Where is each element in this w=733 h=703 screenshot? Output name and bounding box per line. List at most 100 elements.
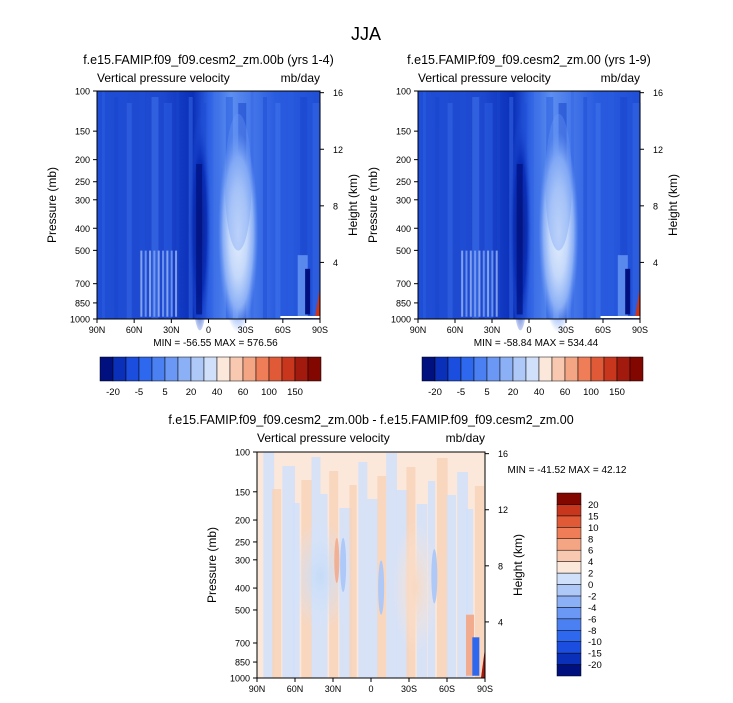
field-streak: [213, 91, 220, 319]
field-streak: [287, 91, 294, 319]
colorbar-swatch: [556, 549, 582, 562]
colorbar-label: -8: [588, 626, 596, 637]
subsidence-upper: [224, 113, 252, 251]
colorbar-swatch: [216, 356, 231, 382]
diff-band: [474, 486, 484, 678]
diff-band: [457, 472, 468, 678]
field-streak: [607, 91, 614, 319]
field-streak: [496, 91, 500, 319]
right-tick-label: 8: [333, 201, 338, 211]
diff-band: [447, 495, 456, 678]
colorbar-label: 40: [212, 387, 223, 398]
y-tick-label: 100: [396, 87, 411, 97]
panel-title: f.e15.FAMIP.f09_f09.cesm2_zm.00b - f.e15…: [168, 413, 573, 427]
lower-striation: [153, 250, 156, 317]
right-axis-title: Height (km): [511, 534, 525, 596]
lower-striation: [144, 250, 147, 317]
y-tick-label: 300: [235, 555, 250, 565]
colorbar-label: 100: [261, 387, 277, 398]
colorbar-swatch: [556, 607, 582, 620]
x-tick-label: 90N: [89, 325, 106, 335]
right-tick-label: 4: [653, 258, 658, 268]
colorbar-label: 20: [508, 387, 519, 398]
colorbar-label: -5: [457, 387, 465, 398]
lower-striation: [140, 250, 143, 317]
x-tick-label: 30S: [401, 684, 417, 694]
field-streak: [422, 91, 426, 319]
y-tick-label: 1000: [391, 315, 411, 325]
y-tick-label: 150: [396, 127, 411, 137]
min-max-stats: MIN = -41.52 MAX = 42.12: [508, 465, 627, 476]
y-tick-label: 700: [235, 638, 250, 648]
y-tick-label: 850: [235, 658, 250, 668]
colorbar-swatch: [255, 356, 270, 382]
y-tick-label: 700: [75, 279, 90, 289]
field-streak: [101, 91, 105, 319]
colorbar-label: 150: [609, 387, 625, 398]
colorbar-swatch: [556, 527, 582, 539]
colorbar-label: 8: [588, 534, 593, 545]
colorbar-label: -10: [588, 637, 602, 648]
colorbar-swatch: [556, 595, 582, 608]
y-tick-label: 1000: [70, 315, 90, 325]
diff-blob: [392, 519, 439, 656]
x-tick-label: 90N: [410, 325, 427, 335]
colorbar-swatch: [538, 356, 553, 382]
colorbar-swatch: [512, 356, 527, 382]
y-axis-title: Pressure (mb): [205, 527, 219, 603]
y-tick-label: 300: [75, 195, 90, 205]
colorbar-swatch: [603, 356, 618, 382]
colorbar-label: 150: [287, 387, 303, 398]
min-max-stats: MIN = -58.84 MAX = 534.44: [474, 338, 599, 349]
field-streak: [595, 103, 601, 319]
colorbar-swatch: [525, 356, 540, 382]
colorbar-label: 6: [588, 546, 593, 557]
diff-band: [367, 499, 378, 678]
right-tick-label: 12: [333, 145, 343, 155]
chart-panel-2: f.e15.FAMIP.f09_f09.cesm2_zm.00 (yrs 1-9…: [366, 53, 680, 398]
x-tick-label: 90S: [632, 325, 648, 335]
colorbar-swatch: [590, 356, 605, 382]
x-tick-label: 60N: [126, 325, 143, 335]
right-tick-label: 4: [498, 617, 503, 627]
colorbar-swatch: [460, 356, 475, 382]
lower-striation: [495, 250, 498, 317]
colorbar-label: 20: [588, 500, 599, 511]
y-tick-label: 500: [75, 246, 90, 256]
field-streak: [435, 97, 440, 319]
diff-band: [466, 509, 474, 678]
colorbar-label: 40: [534, 387, 545, 398]
subsidence-upper: [545, 113, 572, 251]
lower-striation: [149, 250, 152, 317]
x-tick-label: 30N: [325, 684, 342, 694]
colorbar-label: -20: [428, 387, 442, 398]
surface-mask: [600, 316, 650, 318]
x-tick-label: 60S: [439, 684, 455, 694]
y-tick-label: 1000: [230, 674, 250, 684]
colorbar-swatch: [556, 618, 582, 631]
colorbar-swatch: [616, 356, 631, 382]
panel-title: f.e15.FAMIP.f09_f09.cesm2_zm.00 (yrs 1-9…: [407, 53, 651, 67]
colorbar-swatch: [556, 515, 582, 528]
y-tick-label: 200: [396, 155, 411, 165]
y-axis-title: Pressure (mb): [45, 167, 59, 243]
field-streak: [312, 103, 321, 319]
field-streak: [151, 97, 159, 319]
field-streak: [583, 97, 588, 319]
lower-striation: [465, 250, 468, 317]
lower-striation: [157, 250, 160, 317]
x-tick-label: 30N: [484, 325, 501, 335]
colorbar-label: 4: [588, 557, 593, 568]
colorbar-swatch: [556, 504, 582, 517]
figure-title: JJA: [351, 24, 381, 44]
field-streak: [163, 103, 172, 319]
y-tick-label: 400: [75, 224, 90, 234]
colorbar-swatch: [138, 356, 153, 382]
surface-mask: [280, 316, 330, 318]
field-streak: [263, 97, 268, 319]
south-feature: [297, 255, 308, 317]
field-streak: [176, 91, 180, 319]
x-tick-label: 0: [206, 325, 211, 335]
right-tick-label: 12: [498, 505, 508, 515]
x-tick-label: 60N: [287, 684, 304, 694]
